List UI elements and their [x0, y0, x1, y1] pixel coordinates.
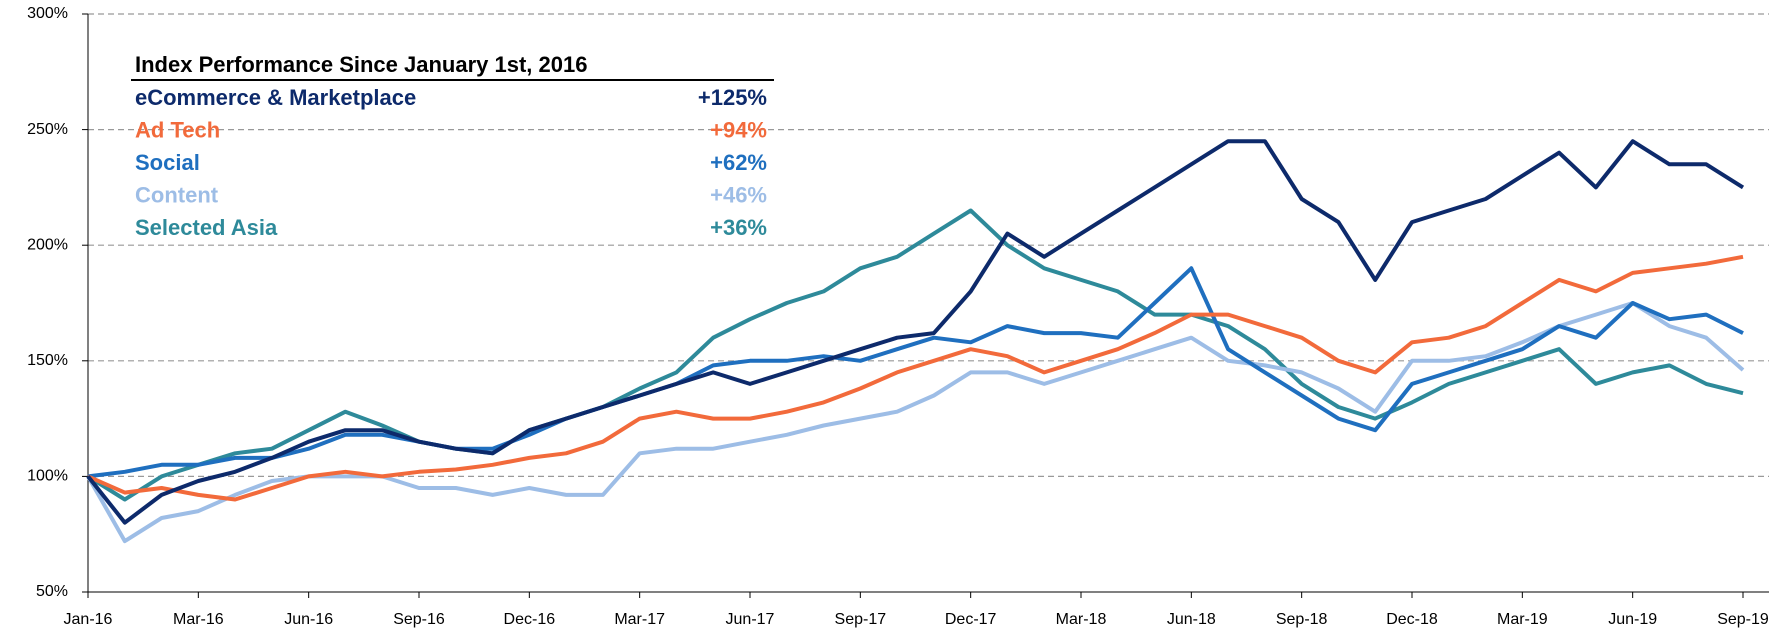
x-tick-label: Sep-17 — [835, 611, 887, 628]
x-tick-label: Sep-16 — [393, 611, 445, 628]
legend-change: +46% — [710, 183, 767, 208]
x-tick-label: Dec-16 — [504, 611, 556, 628]
y-tick-label: 300% — [27, 5, 68, 22]
legend-change: +94% — [710, 117, 767, 142]
x-tick-label: Jun-19 — [1608, 611, 1657, 628]
series-line — [86, 208, 1744, 502]
x-tick-label: Mar-17 — [614, 611, 665, 628]
y-tick-label: 150% — [27, 352, 68, 369]
x-tick-label: Jun-18 — [1167, 611, 1216, 628]
legend-change: +62% — [710, 150, 767, 175]
y-tick-label: 250% — [27, 121, 68, 138]
x-tick-label: Mar-18 — [1056, 611, 1107, 628]
legend-label: Social — [135, 150, 200, 175]
x-tick-label: Dec-17 — [945, 611, 997, 628]
series-line — [87, 266, 1744, 479]
legend-title: Index Performance Since January 1st, 201… — [135, 52, 587, 77]
legend-label: Content — [135, 183, 219, 208]
x-tick-label: Sep-18 — [1276, 611, 1328, 628]
x-tick-label: Jan-16 — [64, 611, 113, 628]
legend-change: +125% — [698, 85, 767, 110]
legend-label: Ad Tech — [135, 117, 220, 142]
x-tick-label: Mar-19 — [1497, 611, 1548, 628]
y-tick-label: 100% — [27, 468, 68, 485]
x-tick-label: Dec-18 — [1386, 611, 1438, 628]
series-line — [87, 254, 1744, 502]
x-tick-label: Jun-16 — [284, 611, 333, 628]
legend-label: eCommerce & Marketplace — [135, 85, 416, 110]
x-tick-label: Jun-17 — [726, 611, 775, 628]
legend-change: +36% — [710, 215, 767, 240]
legend-label: Selected Asia — [135, 215, 278, 240]
x-tick-label: Sep-19 — [1717, 611, 1769, 628]
y-tick-label: 50% — [36, 583, 68, 600]
series-line — [86, 301, 1745, 544]
series-line — [86, 139, 1745, 525]
y-tick-label: 200% — [27, 236, 68, 253]
x-tick-label: Mar-16 — [173, 611, 224, 628]
